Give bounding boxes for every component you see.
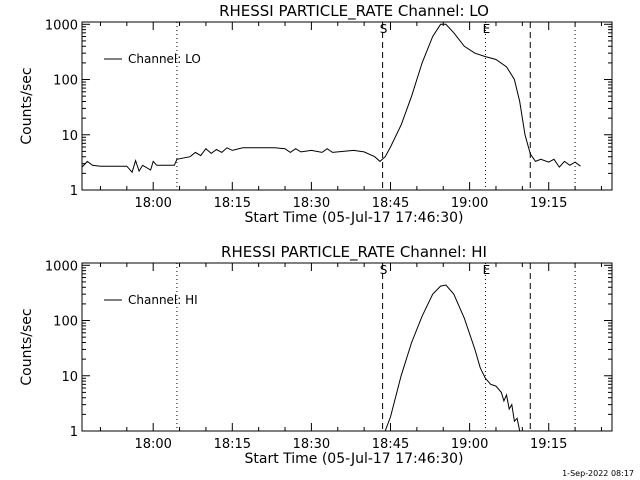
x-axis-label: Start Time (05-Jul-17 17:46:30) [244,210,463,226]
chart-title: RHESSI PARTICLE_RATE Channel: HI [221,243,487,262]
y-tick-label: 10 [61,370,78,385]
event-marker-label: E [483,22,491,36]
y-tick-label: 1000 [45,18,78,33]
x-tick-label: 19:15 [530,196,567,211]
x-tick-label: 18:45 [372,196,409,211]
y-tick-label: 100 [53,315,78,330]
series-line [384,284,521,432]
y-tick-label: 1 [70,184,78,199]
x-axis-label: Start Time (05-Jul-17 17:46:30) [244,451,463,467]
event-marker-label: S [380,22,388,36]
x-tick-label: 19:00 [451,437,488,452]
x-tick-label: 19:15 [530,437,567,452]
x-tick-label: 18:00 [134,437,171,452]
date-stamp: 1-Sep-2022 08:17 [562,469,634,478]
series-line [81,23,581,174]
legend-label: Channel: LO [128,52,201,66]
x-tick-label: 18:30 [293,437,330,452]
event-marker-label: S [380,263,388,277]
x-tick-label: 19:00 [451,196,488,211]
event-marker-label: E [483,263,491,277]
plot-frame [81,262,613,432]
y-tick-label: 100 [53,74,78,89]
x-tick-label: 18:15 [214,437,251,452]
y-axis-label: Counts/sec [19,308,35,385]
y-tick-label: 1 [70,425,78,440]
chart-title: RHESSI PARTICLE_RATE Channel: LO [219,2,489,21]
x-tick-label: 18:15 [214,196,251,211]
chart-panel-0: RHESSI PARTICLE_RATE Channel: LO 1 10 100 10… [19,2,613,226]
legend-label: Channel: HI [128,293,198,307]
x-tick-label: 18:30 [293,196,330,211]
y-axis-label: Counts/sec [19,67,35,144]
y-tick-label: 10 [61,129,78,144]
x-tick-label: 18:45 [372,437,409,452]
x-tick-label: 18:00 [134,196,171,211]
plot-frame [81,21,613,191]
y-tick-label: 1000 [45,259,78,274]
chart-panel-1: RHESSI PARTICLE_RATE Channel: HI 1 10 100 10… [19,243,613,467]
